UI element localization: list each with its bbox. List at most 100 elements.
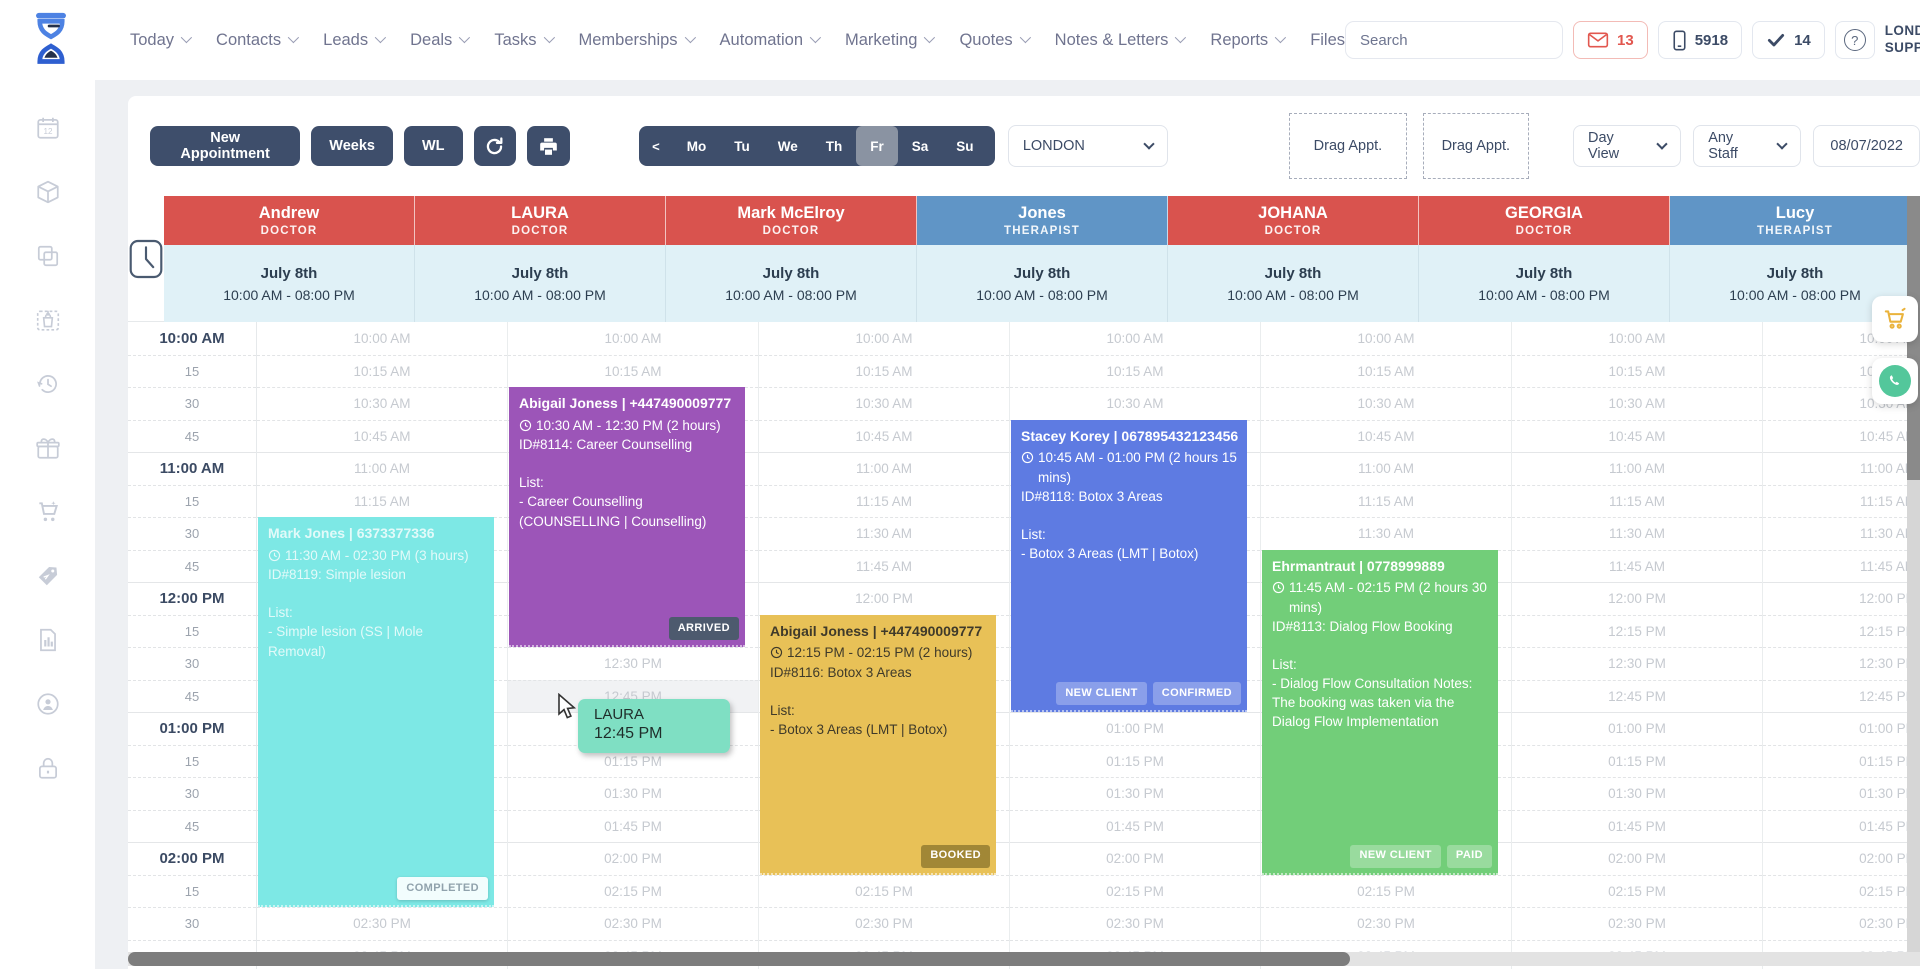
time-slot-cell[interactable]: 10:30 AM xyxy=(1512,387,1762,420)
history-icon[interactable] xyxy=(34,370,62,398)
time-slot-cell[interactable]: 02:30 PM xyxy=(257,907,507,940)
report-icon[interactable] xyxy=(34,626,62,654)
nav-item-contacts[interactable]: Contacts xyxy=(216,31,300,50)
day-button-th[interactable]: Th xyxy=(825,138,843,154)
new-appointment-button[interactable]: New Appointment xyxy=(150,126,301,166)
staff-header-laura[interactable]: LAURA DOCTOR xyxy=(415,196,666,245)
time-slot-cell[interactable]: 10:00 AM xyxy=(1010,322,1260,355)
staff-header-lucy[interactable]: Lucy THERAPIST xyxy=(1670,196,1920,245)
time-slot-cell[interactable]: 02:00 PM xyxy=(508,842,758,875)
time-slot-cell[interactable]: 11:15 AM xyxy=(1261,484,1511,518)
time-slot-cell[interactable]: 12:00 PM xyxy=(1512,582,1762,615)
time-slot-cell[interactable]: 11:15 AM xyxy=(1512,484,1762,518)
time-slot-cell[interactable]: 10:00 AM xyxy=(759,322,1009,355)
prev-day-button[interactable]: < xyxy=(652,138,660,154)
time-slot-cell[interactable]: 11:30 AM xyxy=(1261,517,1511,550)
nav-item-memberships[interactable]: Memberships xyxy=(579,31,696,50)
drag-appt-slot-1[interactable]: Drag Appt. xyxy=(1289,113,1407,179)
time-slot-cell[interactable]: 11:30 AM xyxy=(1512,517,1762,550)
time-slot-cell[interactable]: 01:30 PM xyxy=(1010,777,1260,810)
day-button-mo[interactable]: Mo xyxy=(686,138,707,154)
nav-item-automation[interactable]: Automation xyxy=(720,31,822,50)
day-button-tu[interactable]: Tu xyxy=(734,138,750,154)
time-slot-cell[interactable]: 11:00 AM xyxy=(1261,452,1511,485)
time-slot-cell[interactable]: 11:45 AM xyxy=(759,549,1009,583)
refresh-button[interactable] xyxy=(473,126,517,166)
time-slot-cell[interactable]: 01:45 PM xyxy=(508,809,758,843)
account-icon[interactable] xyxy=(34,690,62,718)
time-slot-cell[interactable]: 11:45 AM xyxy=(1763,549,1920,583)
time-slot-cell[interactable]: 02:15 PM xyxy=(1763,874,1920,908)
time-slot-cell[interactable]: 12:45 PM xyxy=(1763,679,1920,713)
time-slot-cell[interactable]: 01:30 PM xyxy=(508,777,758,810)
time-slot-cell[interactable]: 02:00 PM xyxy=(1763,842,1920,875)
time-slot-cell[interactable]: 02:30 PM xyxy=(1763,907,1920,940)
appointment-card[interactable]: Abigail Joness | +447490009777 10:30 AM -… xyxy=(509,387,745,647)
staff-header-jones[interactable]: Jones THERAPIST xyxy=(917,196,1168,245)
time-slot-cell[interactable]: 10:15 AM xyxy=(759,354,1009,388)
time-slot-cell[interactable]: 11:00 AM xyxy=(257,452,507,485)
time-slot-cell[interactable]: 10:30 AM xyxy=(257,387,507,420)
time-slot-cell[interactable]: 10:30 AM xyxy=(759,387,1009,420)
nav-item-marketing[interactable]: Marketing xyxy=(845,31,936,50)
day-button-we[interactable]: We xyxy=(777,138,798,154)
appointment-card[interactable]: Abigail Joness | +447490009777 12:15 PM -… xyxy=(760,614,996,875)
print-button[interactable] xyxy=(527,126,571,166)
time-slot-cell[interactable]: 11:15 AM xyxy=(759,484,1009,518)
nav-item-quotes[interactable]: Quotes xyxy=(959,31,1031,50)
time-slot-cell[interactable]: 10:45 AM xyxy=(1261,419,1511,453)
time-slot-cell[interactable]: 10:15 AM xyxy=(1261,354,1511,388)
nav-item-today[interactable]: Today xyxy=(130,31,193,50)
time-slot-cell[interactable]: 01:45 PM xyxy=(1512,809,1762,843)
staff-header-georgia[interactable]: GEORGIA DOCTOR xyxy=(1419,196,1670,245)
time-slot-cell[interactable]: 02:15 PM xyxy=(508,874,758,908)
time-slot-cell[interactable]: 02:00 PM xyxy=(1512,842,1762,875)
search-input[interactable] xyxy=(1346,31,1563,49)
nav-item-notes-letters[interactable]: Notes & Letters xyxy=(1055,31,1187,50)
time-slot-cell[interactable]: 10:15 AM xyxy=(508,354,758,388)
time-slot-cell[interactable]: 11:00 AM xyxy=(1512,452,1762,485)
time-slot-cell[interactable]: 02:15 PM xyxy=(1512,874,1762,908)
time-slot-cell[interactable]: 01:15 PM xyxy=(1763,744,1920,778)
time-slot-cell[interactable]: 02:30 PM xyxy=(1261,907,1511,940)
time-slot-cell[interactable]: 01:15 PM xyxy=(1512,744,1762,778)
time-slot-cell[interactable]: 11:30 AM xyxy=(759,517,1009,550)
copy-icon[interactable] xyxy=(34,242,62,270)
time-slot-cell[interactable]: 12:00 PM xyxy=(1763,582,1920,615)
time-slot-cell[interactable]: 10:15 AM xyxy=(257,354,507,388)
time-slot-cell[interactable]: 01:00 PM xyxy=(1763,712,1920,745)
time-slot-cell[interactable]: 02:00 PM xyxy=(1010,842,1260,875)
time-slot-cell[interactable]: 10:30 AM xyxy=(1261,387,1511,420)
time-slot-cell[interactable]: 11:15 AM xyxy=(257,484,507,518)
cart-icon[interactable] xyxy=(34,498,62,526)
time-slot-cell[interactable]: 10:45 AM xyxy=(759,419,1009,453)
nav-item-leads[interactable]: Leads xyxy=(323,31,387,50)
time-slot-cell[interactable]: 02:15 PM xyxy=(1261,874,1511,908)
time-slot-cell[interactable]: 12:30 PM xyxy=(1512,647,1762,680)
time-slot-cell[interactable]: 01:00 PM xyxy=(1512,712,1762,745)
time-slot-cell[interactable]: 02:30 PM xyxy=(508,907,758,940)
phone-button[interactable]: 5918 xyxy=(1657,21,1743,59)
nav-item-files[interactable]: Files xyxy=(1310,31,1345,50)
staff-header-mark-mcelroy[interactable]: Mark McElroy DOCTOR xyxy=(666,196,917,245)
calendar-icon[interactable]: 12 xyxy=(34,114,62,142)
time-slot-cell[interactable]: 12:15 PM xyxy=(1512,614,1762,648)
time-slot-cell[interactable]: 10:30 AM xyxy=(1010,387,1260,420)
time-slot-cell[interactable]: 01:15 PM xyxy=(1010,744,1260,778)
help-button[interactable]: ? xyxy=(1834,21,1875,59)
lock-icon[interactable] xyxy=(34,754,62,782)
time-slot-cell[interactable]: 01:30 PM xyxy=(1763,777,1920,810)
appointment-card[interactable]: Ehrmantraut | 0778999889 11:45 AM - 02:15… xyxy=(1262,549,1498,875)
time-slot-cell[interactable]: 11:15 AM xyxy=(1763,484,1920,518)
day-button-su[interactable]: Su xyxy=(956,138,974,154)
time-slot-cell[interactable]: 01:00 PM xyxy=(1010,712,1260,745)
time-slot-cell[interactable]: 10:00 AM xyxy=(1512,322,1762,355)
drag-appt-slot-2[interactable]: Drag Appt. xyxy=(1422,113,1529,179)
day-button-sa[interactable]: Sa xyxy=(911,138,929,154)
nav-item-tasks[interactable]: Tasks xyxy=(494,31,555,50)
appointment-card[interactable]: Stacey Korey | 067895432123456 10:45 AM -… xyxy=(1011,419,1247,712)
staff-select[interactable]: Any Staff xyxy=(1693,125,1802,167)
horizontal-scrollbar-thumb[interactable] xyxy=(128,952,1350,966)
day-button-fr[interactable]: Fr xyxy=(856,126,898,166)
time-slot-cell[interactable]: 02:15 PM xyxy=(759,874,1009,908)
